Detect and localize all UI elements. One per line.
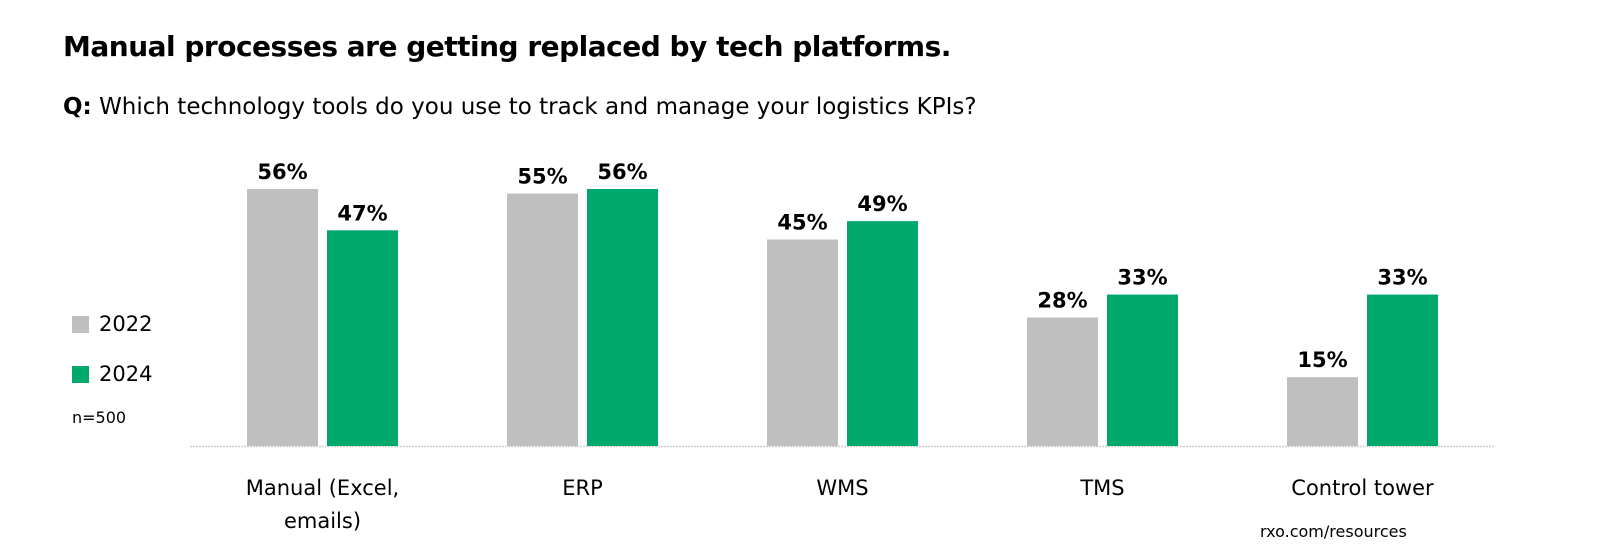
bar-2022-4 [1287,377,1358,446]
bar-2024-4 [1367,294,1438,446]
data-label-2024-3: 33% [1117,266,1167,290]
data-label-2022-1: 55% [517,165,567,189]
data-label-2022-3: 28% [1037,289,1087,313]
legend-item-2024: 2024 [72,362,152,386]
legend-label-2024: 2024 [99,362,153,386]
bar-2022-0 [247,189,318,446]
question-prefix: Q: [63,94,92,120]
legend-swatch-2022 [72,315,89,333]
category-label-2: WMS [816,476,868,500]
data-label-2024-4: 33% [1377,266,1427,290]
category-label-4: Control tower [1291,476,1434,500]
category-label-1: ERP [562,476,603,500]
bar-2024-0 [327,230,398,446]
data-label-2022-2: 45% [777,210,827,234]
legend-swatch-2024 [72,365,89,383]
bar-2024-2 [847,221,918,446]
legend-label-2022: 2022 [99,312,153,336]
question-text: Which technology tools do you use to tra… [99,94,977,120]
bar-2022-1 [507,193,578,446]
data-label-2024-1: 56% [597,160,647,184]
data-label-2024-2: 49% [857,192,907,216]
source-link[interactable]: rxo.com/resources [1260,522,1407,541]
category-label-0: emails) [284,509,361,533]
chart-title: Manual processes are getting replaced by… [63,30,951,63]
chart-subtitle: Q: Which technology tools do you use to … [63,94,977,120]
category-label-3: TMS [1079,476,1124,500]
bar-2022-3 [1027,317,1098,446]
sample-size: n=500 [72,408,127,427]
data-label-2024-0: 47% [337,201,387,225]
bar-2024-1 [587,189,658,446]
bar-2022-2 [767,239,838,446]
legend-item-2022: 2022 [72,312,152,336]
data-label-2022-0: 56% [257,160,307,184]
bar-2024-3 [1107,294,1178,446]
category-label-0: Manual (Excel, [246,476,399,500]
data-label-2022-4: 15% [1297,348,1347,372]
